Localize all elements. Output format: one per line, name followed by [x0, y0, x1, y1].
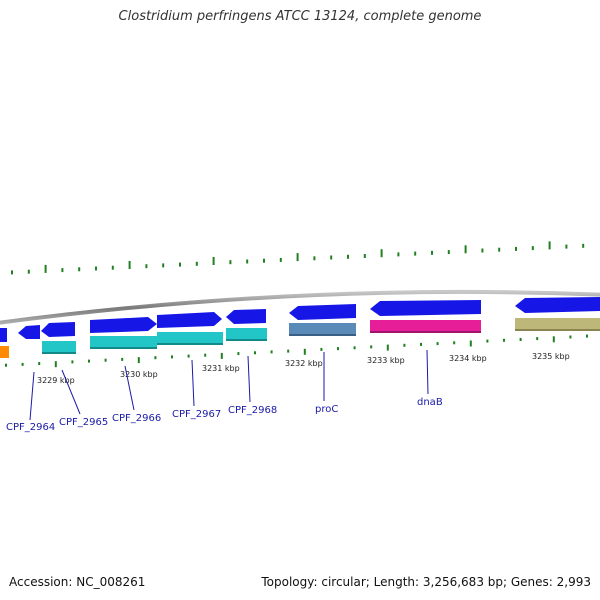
- kbp-scale: 3229 kbp 3230 kbp 3231 kbp 3232 kbp 3233…: [37, 352, 570, 385]
- cog-bar-cpf2965: [42, 341, 76, 353]
- kbp-label: 3232 kbp: [285, 359, 323, 368]
- kbp-label: 3233 kbp: [367, 356, 405, 365]
- cds-arrow-right-partial[interactable]: [515, 297, 600, 313]
- cds-arrow-cpf2967[interactable]: [157, 312, 222, 328]
- gene-label-proc[interactable]: proC: [315, 404, 338, 415]
- kbp-label: 3230 kbp: [120, 370, 158, 379]
- gene-label-leaders: [29, 349, 429, 421]
- map-title: Clostridium perfringens ATCC 13124, comp…: [118, 9, 482, 24]
- kbp-label: 3235 kbp: [532, 352, 570, 361]
- cds-arrow-cpf2965[interactable]: [41, 322, 75, 337]
- gc-skew-track: [11, 241, 585, 275]
- kbp-label: 3231 kbp: [202, 364, 240, 373]
- inner-tick-track: [5, 334, 588, 368]
- gene-label-cpf2967[interactable]: CPF_2967: [172, 409, 221, 420]
- cog-bar-dnab: [370, 320, 481, 332]
- cog-bar-right-partial: [515, 318, 600, 330]
- cds-arrow-cpf2963[interactable]: [0, 328, 7, 342]
- kbp-label: 3229 kbp: [37, 376, 75, 385]
- cds-arrow-cpf2968[interactable]: [226, 309, 266, 324]
- gene-label-cpf2965[interactable]: CPF_2965: [59, 417, 108, 428]
- cog-bar-cpf2968: [226, 328, 267, 340]
- gene-labels: CPF_2964 CPF_2965 CPF_2966 CPF_2967 CPF_…: [6, 397, 443, 433]
- topology-summary-text: Topology: circular; Length: 3,256,683 bp…: [261, 575, 591, 589]
- genome-backbone-arc: [0, 289, 600, 325]
- cds-track: [0, 297, 600, 342]
- cog-bar-cpf2967: [157, 332, 223, 344]
- cog-bar-cpf2966: [90, 336, 157, 348]
- cds-arrow-proc[interactable]: [289, 304, 356, 320]
- gene-label-cpf2964[interactable]: CPF_2964: [6, 422, 55, 433]
- accession-text: Accession: NC_008261: [9, 575, 146, 589]
- cog-bar-cpf2964: [0, 346, 9, 358]
- gene-label-cpf2968[interactable]: CPF_2968: [228, 405, 277, 416]
- kbp-label: 3234 kbp: [449, 354, 487, 363]
- cog-bar-proc: [289, 323, 356, 335]
- cds-arrow-dnab[interactable]: [370, 300, 481, 316]
- gene-label-dnab[interactable]: dnaB: [417, 397, 443, 408]
- gene-label-cpf2966[interactable]: CPF_2966: [112, 413, 161, 424]
- cog-category-track: [0, 318, 600, 358]
- cds-arrow-cpf2966[interactable]: [90, 317, 157, 333]
- cds-arrow-cpf2964[interactable]: [18, 325, 40, 339]
